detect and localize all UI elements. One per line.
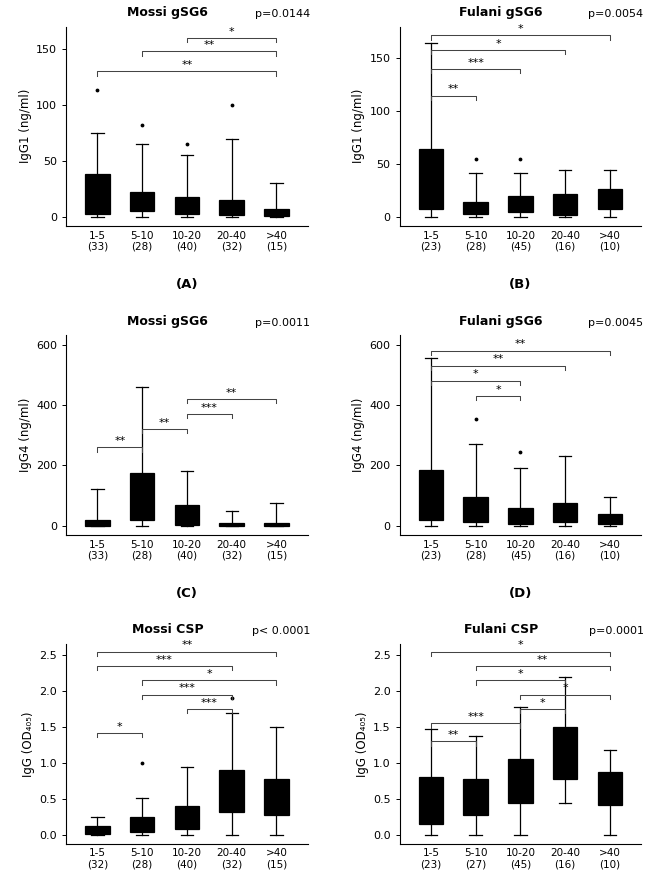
PathPatch shape bbox=[508, 196, 533, 212]
Text: p< 0.0001: p< 0.0001 bbox=[252, 626, 310, 637]
PathPatch shape bbox=[85, 519, 110, 526]
PathPatch shape bbox=[264, 523, 289, 526]
PathPatch shape bbox=[418, 148, 443, 209]
PathPatch shape bbox=[130, 817, 155, 832]
PathPatch shape bbox=[463, 779, 488, 815]
PathPatch shape bbox=[463, 497, 488, 522]
Text: **: ** bbox=[181, 640, 192, 650]
Text: *: * bbox=[495, 385, 501, 394]
PathPatch shape bbox=[85, 827, 110, 834]
PathPatch shape bbox=[175, 197, 199, 214]
Text: **: ** bbox=[226, 387, 237, 398]
PathPatch shape bbox=[219, 523, 244, 526]
Text: *: * bbox=[473, 369, 479, 379]
Text: ***: *** bbox=[201, 698, 217, 708]
Y-axis label: IgG (OD₄₀₅): IgG (OD₄₀₅) bbox=[22, 711, 35, 777]
PathPatch shape bbox=[553, 503, 578, 522]
Text: (B): (B) bbox=[509, 278, 531, 290]
Text: Fulani gSG6: Fulani gSG6 bbox=[459, 314, 543, 328]
Text: *: * bbox=[117, 722, 122, 732]
Text: **: ** bbox=[114, 436, 126, 446]
Text: *: * bbox=[495, 39, 501, 49]
Text: *: * bbox=[229, 27, 235, 36]
Text: **: ** bbox=[537, 654, 549, 664]
Text: *: * bbox=[518, 640, 523, 650]
PathPatch shape bbox=[130, 472, 155, 519]
Text: Fulani CSP: Fulani CSP bbox=[464, 623, 538, 637]
Y-axis label: IgG (OD₄₀₅): IgG (OD₄₀₅) bbox=[356, 711, 369, 777]
Text: **: ** bbox=[515, 339, 526, 349]
PathPatch shape bbox=[130, 193, 155, 211]
Text: **: ** bbox=[447, 730, 459, 740]
PathPatch shape bbox=[85, 174, 110, 214]
Text: *: * bbox=[518, 24, 523, 34]
Text: **: ** bbox=[181, 60, 192, 70]
PathPatch shape bbox=[508, 759, 533, 803]
Y-axis label: IgG4 (ng/ml): IgG4 (ng/ml) bbox=[19, 398, 32, 472]
Text: **: ** bbox=[447, 84, 459, 94]
PathPatch shape bbox=[553, 194, 578, 215]
Text: ***: *** bbox=[178, 684, 196, 694]
Text: (D): (D) bbox=[509, 587, 532, 599]
PathPatch shape bbox=[418, 777, 443, 824]
Y-axis label: IgG4 (ng/ml): IgG4 (ng/ml) bbox=[352, 398, 366, 472]
Text: ***: *** bbox=[156, 654, 173, 664]
Y-axis label: IgG1 (ng/ml): IgG1 (ng/ml) bbox=[352, 89, 366, 163]
Text: (C): (C) bbox=[176, 587, 198, 599]
Text: *: * bbox=[540, 698, 545, 708]
PathPatch shape bbox=[175, 806, 199, 829]
PathPatch shape bbox=[219, 770, 244, 812]
Text: *: * bbox=[518, 669, 523, 679]
Text: Mossi gSG6: Mossi gSG6 bbox=[127, 314, 208, 328]
Text: p=0.0001: p=0.0001 bbox=[588, 626, 644, 637]
PathPatch shape bbox=[264, 779, 289, 815]
PathPatch shape bbox=[553, 727, 578, 779]
Text: *: * bbox=[206, 669, 212, 679]
Text: ***: *** bbox=[201, 402, 217, 413]
PathPatch shape bbox=[175, 504, 199, 525]
PathPatch shape bbox=[598, 513, 622, 524]
Text: p=0.0054: p=0.0054 bbox=[588, 9, 644, 19]
Text: (A): (A) bbox=[176, 278, 198, 290]
Text: Fulani gSG6: Fulani gSG6 bbox=[459, 5, 543, 19]
PathPatch shape bbox=[508, 508, 533, 524]
Text: p=0.0011: p=0.0011 bbox=[255, 318, 310, 328]
PathPatch shape bbox=[463, 202, 488, 214]
Text: ***: *** bbox=[467, 58, 484, 67]
PathPatch shape bbox=[418, 470, 443, 519]
PathPatch shape bbox=[264, 209, 289, 216]
Text: ***: *** bbox=[467, 712, 484, 722]
Text: **: ** bbox=[159, 417, 170, 428]
Text: **: ** bbox=[492, 354, 504, 364]
PathPatch shape bbox=[598, 189, 622, 209]
Text: *: * bbox=[563, 684, 568, 694]
PathPatch shape bbox=[219, 200, 244, 215]
Text: **: ** bbox=[204, 40, 215, 50]
Y-axis label: IgG1 (ng/ml): IgG1 (ng/ml) bbox=[19, 89, 32, 163]
Text: Mossi CSP: Mossi CSP bbox=[132, 623, 204, 637]
Text: p=0.0045: p=0.0045 bbox=[588, 318, 644, 328]
Text: p=0.0144: p=0.0144 bbox=[255, 9, 310, 19]
Text: Mossi gSG6: Mossi gSG6 bbox=[127, 5, 208, 19]
PathPatch shape bbox=[598, 772, 622, 805]
